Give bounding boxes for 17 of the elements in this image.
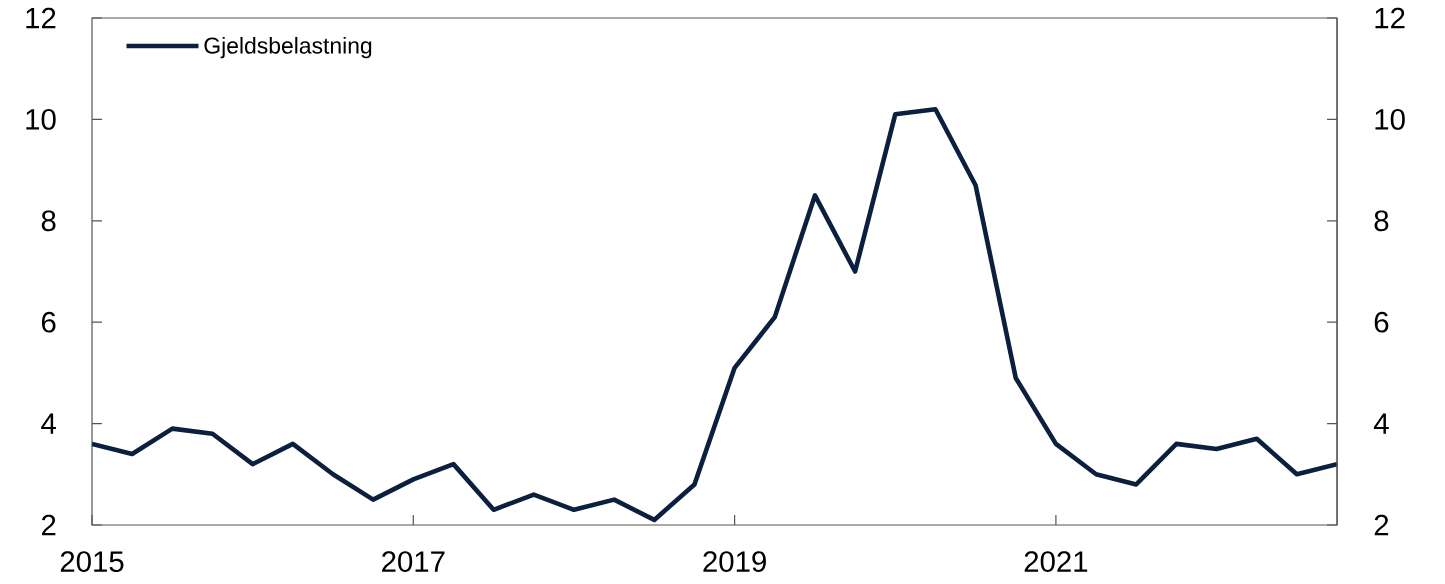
- y2-tick-label: 4: [1373, 413, 1389, 434]
- x-tick-label: 2019: [703, 551, 766, 572]
- legend-label: Gjeldsbelastning: [204, 36, 372, 59]
- y-tick-label: 4: [41, 413, 56, 434]
- y-tick-label: 6: [41, 311, 56, 333]
- x-tick-label: 2021: [1024, 551, 1088, 572]
- y-tick-label: 8: [41, 210, 56, 232]
- x-tick-label: 2015: [60, 551, 124, 572]
- y2-tick-label: 10: [1375, 108, 1405, 130]
- y2-tick-label: 6: [1374, 311, 1389, 333]
- y-tick-label: 10: [26, 108, 56, 130]
- x-tick-label: 2017: [382, 551, 445, 572]
- y2-tick-label: 2: [1374, 514, 1389, 536]
- y-tick-label: 12: [26, 7, 56, 29]
- y2-tick-label: 12: [1375, 7, 1405, 29]
- y-tick-label: 2: [41, 514, 56, 536]
- y2-tick-label: 8: [1374, 210, 1389, 232]
